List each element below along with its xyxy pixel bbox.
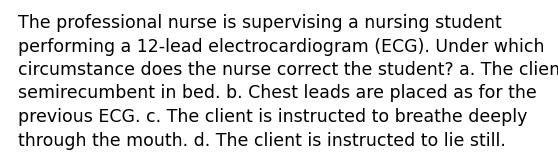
Text: semirecumbent in bed. b. Chest leads are placed as for the: semirecumbent in bed. b. Chest leads are…: [18, 85, 537, 103]
Text: previous ECG. c. The client is instructed to breathe deeply: previous ECG. c. The client is instructe…: [18, 108, 527, 126]
Text: circumstance does the nurse correct the student? a. The client is: circumstance does the nurse correct the …: [18, 61, 558, 79]
Text: performing a 12-lead electrocardiogram (ECG). Under which: performing a 12-lead electrocardiogram (…: [18, 38, 545, 55]
Text: The professional nurse is supervising a nursing student: The professional nurse is supervising a …: [18, 14, 502, 32]
Text: through the mouth. d. The client is instructed to lie still.: through the mouth. d. The client is inst…: [18, 131, 506, 149]
